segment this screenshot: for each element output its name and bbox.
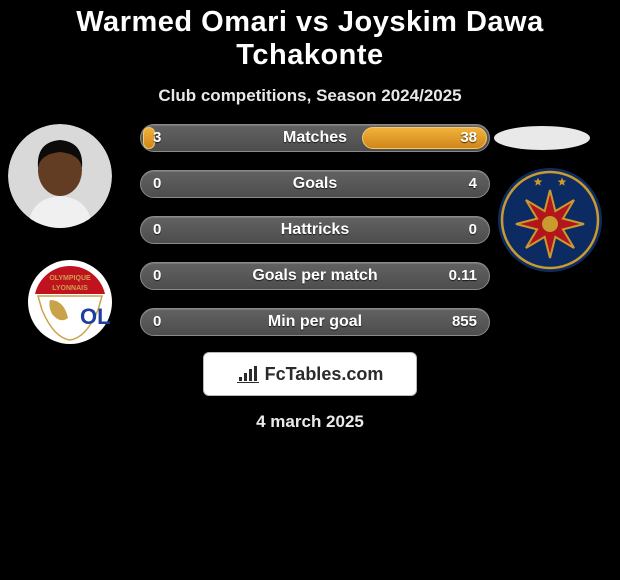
stat-bar-min_per_goal: 0855Min per goal <box>140 308 490 336</box>
fctables-text: FcTables.com <box>265 364 384 385</box>
stat-bars: 338Matches 04Goals 00Hattricks 00.11Goals p… <box>140 124 490 354</box>
stat-bar-goals: 04Goals <box>140 170 490 198</box>
svg-text:OLYMPIQUE: OLYMPIQUE <box>49 275 91 282</box>
stat-label: Goals <box>141 171 489 197</box>
club-badge-right <box>498 168 602 272</box>
player-right-photo-placeholder <box>494 126 590 150</box>
stat-label: Matches <box>141 125 489 151</box>
club-badge-right-svg <box>498 168 602 272</box>
date-label: 4 march 2025 <box>0 412 620 432</box>
player-left-photo <box>8 124 112 228</box>
page-title: Warmed Omari vs Joyskim Dawa Tchakonte <box>0 0 620 72</box>
subtitle: Club competitions, Season 2024/2025 <box>0 86 620 106</box>
stat-bar-hattricks: 00Hattricks <box>140 216 490 244</box>
stat-bar-matches: 338Matches <box>140 124 490 152</box>
chart-icon <box>237 365 259 383</box>
stat-label: Min per goal <box>141 309 489 335</box>
player-photo-svg <box>8 124 112 228</box>
club-badge-left-svg: OLYMPIQUE LYONNAIS OL <box>28 260 112 344</box>
stat-bar-goals_per_match: 00.11Goals per match <box>140 262 490 290</box>
club-badge-left: OLYMPIQUE LYONNAIS OL <box>28 260 112 344</box>
svg-text:OL: OL <box>80 304 111 329</box>
fctables-link[interactable]: FcTables.com <box>203 352 417 396</box>
svg-text:LYONNAIS: LYONNAIS <box>52 285 88 292</box>
stat-label: Goals per match <box>141 263 489 289</box>
stat-label: Hattricks <box>141 217 489 243</box>
